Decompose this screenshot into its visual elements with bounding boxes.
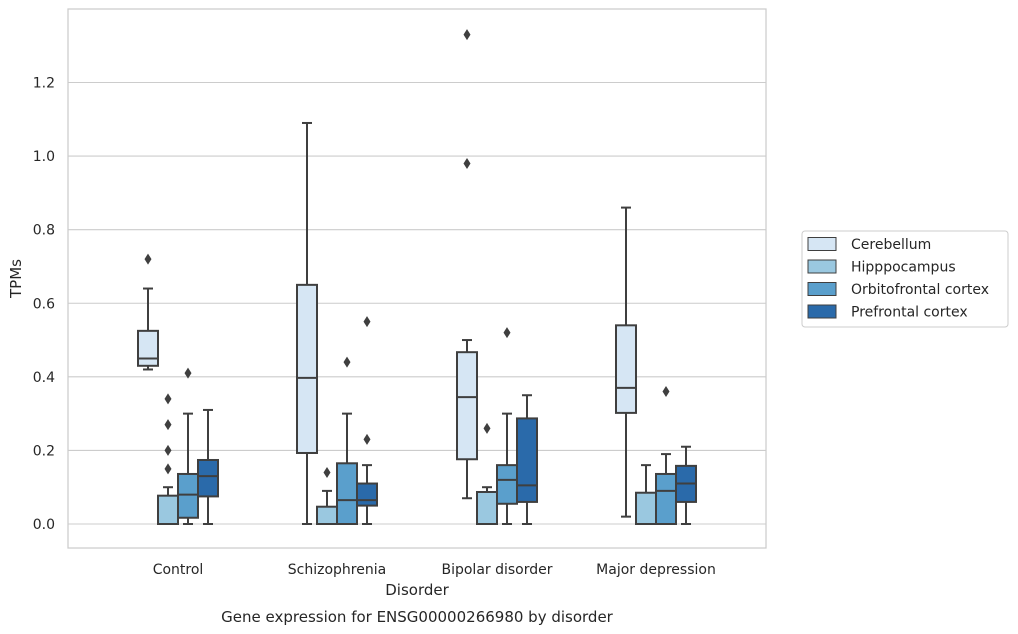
outlier-point bbox=[363, 316, 371, 328]
box-orbitofrontal-cortex bbox=[177, 367, 199, 525]
box-iqr bbox=[655, 472, 677, 526]
y-tick-label: 1.2 bbox=[33, 76, 55, 92]
box-prefrontal-cortex bbox=[356, 316, 378, 525]
y-tick-label: 0.2 bbox=[33, 443, 55, 459]
x-axis-ticks: Control Schizophrenia Bipolar disorder Majo… bbox=[153, 562, 716, 578]
legend-label: Cerebellum bbox=[851, 237, 931, 253]
outlier-point bbox=[463, 157, 471, 169]
box-iqr bbox=[356, 482, 378, 507]
y-axis-label: TPMs bbox=[7, 259, 25, 299]
outlier-point bbox=[463, 29, 471, 41]
y-tick-label: 1.0 bbox=[33, 149, 55, 165]
legend-swatch bbox=[807, 259, 837, 274]
box-orbitofrontal-cortex bbox=[336, 356, 358, 526]
outlier-point bbox=[662, 386, 670, 398]
outlier-point bbox=[164, 393, 172, 405]
y-axis-ticks: 0.0 0.2 0.4 0.6 0.8 1.0 1.2 bbox=[33, 76, 55, 534]
outlier-point bbox=[343, 356, 351, 368]
box-iqr bbox=[197, 458, 219, 498]
plot-boxes bbox=[137, 29, 697, 526]
box-iqr bbox=[456, 351, 478, 461]
legend-label: Hipppocampus bbox=[851, 260, 956, 276]
outlier-point bbox=[184, 367, 192, 379]
x-tick-label: Schizophrenia bbox=[288, 562, 386, 578]
box-cerebellum bbox=[456, 29, 478, 500]
box-iqr bbox=[157, 494, 179, 525]
outlier-point bbox=[363, 433, 371, 445]
box-prefrontal-cortex bbox=[197, 408, 219, 525]
outlier-point bbox=[164, 444, 172, 456]
chart-caption: Gene expression for ENSG00000266980 by d… bbox=[221, 608, 614, 626]
outlier-point bbox=[503, 327, 511, 339]
y-tick-label: 0.6 bbox=[33, 296, 55, 312]
box-prefrontal-cortex bbox=[675, 445, 697, 525]
x-tick-label: Bipolar disorder bbox=[441, 562, 552, 578]
box-iqr bbox=[615, 324, 637, 414]
outlier-point bbox=[483, 422, 491, 434]
box-cerebellum bbox=[615, 206, 637, 518]
box-hipppocampus bbox=[316, 466, 338, 525]
x-axis-label: Disorder bbox=[385, 581, 449, 599]
plot-frame bbox=[67, 8, 767, 549]
box-cerebellum bbox=[296, 121, 318, 525]
box-orbitofrontal-cortex bbox=[655, 386, 677, 526]
legend-swatch bbox=[807, 237, 837, 251]
x-tick-label: Major depression bbox=[596, 562, 716, 578]
y-tick-label: 0.8 bbox=[33, 223, 55, 239]
x-tick-label: Control bbox=[153, 562, 204, 578]
box-iqr bbox=[516, 417, 538, 503]
box-hipppocampus bbox=[476, 422, 498, 525]
legend-label: Prefrontal cortex bbox=[851, 305, 968, 321]
legend-swatch bbox=[807, 304, 837, 319]
legend-frame bbox=[801, 230, 1009, 328]
box-iqr bbox=[336, 462, 358, 526]
outlier-point bbox=[323, 466, 331, 478]
box-iqr bbox=[137, 329, 159, 367]
box-prefrontal-cortex bbox=[516, 394, 538, 525]
legend: Cerebellum Hipppocampus Orbitofrontal cort… bbox=[801, 230, 1009, 328]
box-iqr bbox=[476, 490, 498, 525]
box-iqr bbox=[177, 472, 199, 519]
outlier-point bbox=[144, 253, 152, 265]
box-iqr bbox=[496, 464, 518, 505]
outlier-point bbox=[164, 463, 172, 475]
y-tick-label: 0.4 bbox=[33, 370, 55, 386]
box-iqr bbox=[635, 491, 657, 525]
legend-label: Orbitofrontal cortex bbox=[851, 282, 989, 298]
box-iqr bbox=[296, 283, 318, 454]
legend-swatch bbox=[807, 282, 837, 296]
outlier-point bbox=[164, 419, 172, 431]
box-cerebellum bbox=[137, 253, 159, 371]
y-tick-label: 0.0 bbox=[33, 517, 55, 533]
box-iqr bbox=[316, 505, 338, 525]
